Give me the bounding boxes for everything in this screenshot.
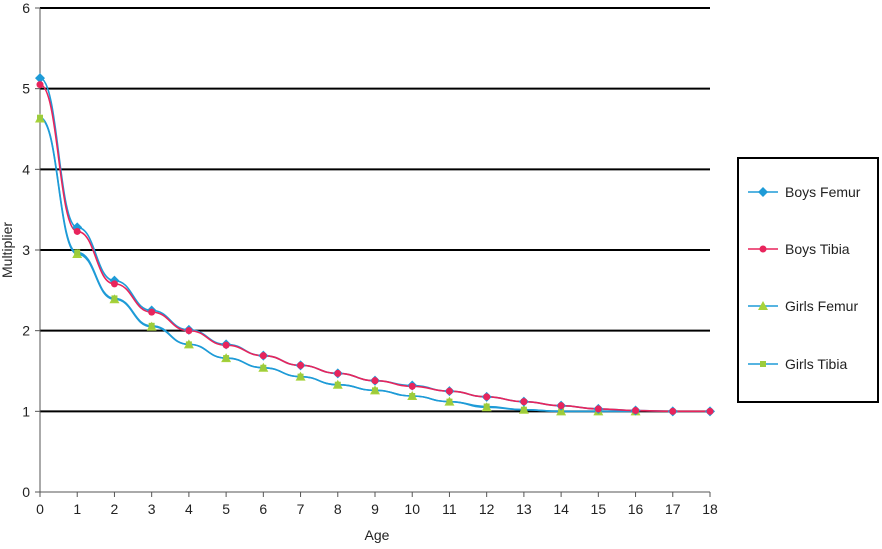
y-tick-label: 1 bbox=[22, 403, 30, 419]
data-point-girls-tibia bbox=[37, 114, 43, 121]
y-tick-label: 2 bbox=[22, 323, 30, 339]
x-tick-label: 6 bbox=[259, 501, 267, 517]
y-tick-label: 0 bbox=[22, 484, 30, 500]
legend-swatch-marker bbox=[759, 245, 767, 253]
data-point-boys-tibia bbox=[520, 398, 528, 406]
data-point-boys-tibia bbox=[297, 361, 305, 369]
x-axis-label: Age bbox=[365, 527, 390, 543]
data-point-girls-tibia bbox=[558, 408, 565, 415]
x-tick-label: 12 bbox=[479, 501, 495, 517]
x-tick-label: 13 bbox=[516, 501, 532, 517]
x-tick-label: 1 bbox=[73, 501, 81, 517]
data-point-girls-tibia bbox=[483, 403, 490, 410]
y-tick-label: 3 bbox=[22, 242, 30, 258]
data-point-boys-tibia bbox=[557, 402, 565, 410]
data-point-girls-tibia bbox=[446, 398, 453, 405]
data-point-girls-tibia bbox=[223, 355, 230, 362]
x-tick-label: 3 bbox=[148, 501, 156, 517]
legend-swatch-marker bbox=[760, 361, 766, 367]
legend: Boys Femur Boys Tibia Girls Femur Girls Tib… bbox=[737, 157, 879, 403]
x-tick-label: 8 bbox=[334, 501, 342, 517]
data-point-boys-tibia bbox=[706, 407, 714, 415]
y-tick-label: 4 bbox=[22, 161, 30, 177]
data-point-girls-tibia bbox=[520, 406, 527, 413]
data-point-girls-tibia bbox=[334, 381, 341, 388]
series-line-boys-tibia bbox=[39, 83, 710, 413]
data-point-boys-tibia bbox=[371, 377, 379, 385]
x-tick-label: 15 bbox=[591, 501, 607, 517]
x-tick-label: 7 bbox=[297, 501, 305, 517]
data-point-boys-tibia bbox=[110, 280, 118, 288]
data-point-girls-tibia bbox=[372, 387, 378, 394]
data-point-boys-tibia bbox=[185, 327, 193, 335]
x-tick-label: 10 bbox=[404, 501, 420, 517]
data-point-boys-tibia bbox=[334, 369, 342, 377]
data-point-boys-tibia bbox=[36, 81, 44, 89]
data-point-girls-tibia bbox=[185, 341, 192, 348]
series-line-girls-tibia bbox=[39, 116, 636, 413]
x-tick-label: 16 bbox=[628, 501, 644, 517]
data-point-girls-tibia bbox=[260, 364, 267, 371]
x-tick-label: 5 bbox=[222, 501, 230, 517]
legend-swatch-marker bbox=[758, 187, 768, 197]
y-tick-label: 6 bbox=[22, 0, 30, 16]
data-point-boys-tibia bbox=[222, 341, 230, 349]
data-point-girls-tibia bbox=[74, 249, 81, 256]
x-tick-label: 17 bbox=[665, 501, 681, 517]
grid-lines bbox=[40, 7, 710, 413]
data-point-girls-tibia bbox=[409, 393, 416, 400]
x-tick-label: 9 bbox=[371, 501, 379, 517]
legend-label: Girls Tibia bbox=[785, 356, 847, 372]
series-line-girls-femur bbox=[39, 117, 636, 413]
data-point-boys-tibia bbox=[259, 352, 267, 360]
y-tick-label: 5 bbox=[22, 81, 30, 97]
legend-label: Girls Femur bbox=[785, 298, 858, 314]
data-point-boys-tibia bbox=[408, 382, 416, 390]
y-axis-label: Multiplier bbox=[0, 222, 15, 278]
data-point-boys-femur bbox=[35, 73, 45, 84]
legend-swatch-marker bbox=[758, 301, 768, 310]
x-tick-label: 4 bbox=[185, 501, 193, 517]
legend-label: Boys Femur bbox=[785, 184, 861, 200]
data-point-boys-tibia bbox=[632, 407, 640, 415]
x-tick-label: 14 bbox=[553, 501, 569, 517]
series-line-boys-femur bbox=[39, 77, 710, 413]
data-point-boys-tibia bbox=[483, 393, 491, 401]
x-tick-label: 11 bbox=[442, 501, 457, 517]
legend-label: Boys Tibia bbox=[785, 241, 850, 257]
data-markers bbox=[35, 73, 715, 417]
x-tick-label: 0 bbox=[36, 501, 44, 517]
data-point-boys-tibia bbox=[669, 407, 677, 415]
x-tick-label: 2 bbox=[111, 501, 119, 517]
data-point-boys-tibia bbox=[73, 227, 81, 235]
data-point-girls-tibia bbox=[148, 322, 155, 329]
series-lines bbox=[39, 77, 710, 413]
x-tick-label: 18 bbox=[702, 501, 718, 517]
axes bbox=[35, 7, 711, 497]
data-point-girls-tibia bbox=[111, 295, 118, 302]
data-point-boys-tibia bbox=[594, 405, 602, 413]
data-point-boys-tibia bbox=[445, 387, 453, 395]
data-point-boys-tibia bbox=[148, 308, 156, 316]
data-point-girls-tibia bbox=[297, 373, 304, 380]
